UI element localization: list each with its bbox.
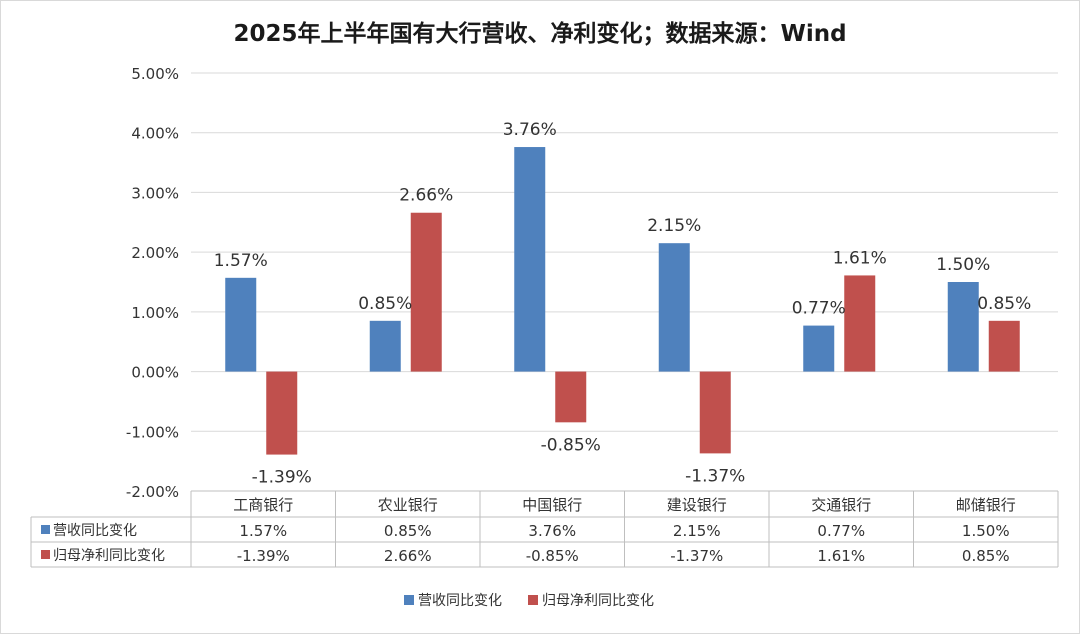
- data-label: 1.57%: [214, 251, 268, 271]
- legend-label: 归母净利同比变化: [542, 592, 654, 609]
- y-tick-label: -2.00%: [126, 483, 179, 501]
- y-tick-label: -1.00%: [126, 423, 179, 441]
- bar: [555, 371, 587, 423]
- y-axis: -2.00% -1.00% 0.00% 1.00% 2.00% 3.00% 4.00% 5.0…: [126, 65, 179, 501]
- table-cell: -0.85%: [526, 547, 579, 565]
- bar: [369, 320, 401, 372]
- y-tick-label: 3.00%: [131, 184, 179, 202]
- data-label: -1.39%: [252, 468, 312, 488]
- data-label: 0.85%: [358, 294, 412, 314]
- legend: 营收同比变化 归母净利同比变化: [404, 592, 654, 609]
- table-series-name: 归母净利同比变化: [53, 547, 165, 564]
- legend-label: 营收同比变化: [418, 593, 502, 609]
- table-cell: 1.50%: [962, 522, 1010, 540]
- data-label: 2.66%: [399, 186, 453, 206]
- y-tick-label: 5.00%: [131, 65, 179, 83]
- x-tick-label: 建设银行: [667, 496, 727, 514]
- data-label: 0.85%: [977, 294, 1031, 314]
- legend-swatch: [528, 595, 538, 605]
- y-tick-label: 4.00%: [131, 125, 179, 143]
- table-cell: 0.77%: [817, 522, 865, 540]
- table-cell: 1.61%: [817, 547, 865, 565]
- bar: [514, 147, 546, 372]
- data-label: -0.85%: [541, 435, 601, 455]
- bar: [699, 371, 731, 454]
- x-tick-label: 邮储银行: [956, 496, 1016, 514]
- bar: [225, 277, 257, 372]
- bar: [947, 282, 979, 372]
- gridlines: [191, 72, 1058, 492]
- table-cell: 0.85%: [384, 522, 432, 540]
- bars: [225, 147, 1020, 455]
- table-cell: 2.15%: [673, 522, 721, 540]
- bar: [844, 275, 876, 372]
- table-legend-swatch: [41, 550, 50, 559]
- data-labels: 1.57% 0.85% 3.76% 2.15% 0.77% 1.50% -1.39% 2.66…: [214, 120, 1032, 488]
- bar: [988, 320, 1020, 372]
- table-cell: -1.39%: [237, 547, 290, 565]
- table-legend-swatch: [41, 525, 50, 534]
- table-cell: 2.66%: [384, 547, 432, 565]
- table-cell: -1.37%: [670, 547, 723, 565]
- legend-swatch: [404, 595, 414, 605]
- bar: [803, 325, 835, 372]
- x-tick-label: 农业银行: [378, 496, 438, 514]
- x-tick-label: 中国银行: [522, 496, 582, 514]
- table-series-name: 营收同比变化: [53, 523, 137, 539]
- bar: [266, 371, 298, 455]
- table-cell: 3.76%: [528, 522, 576, 540]
- chart-title: 2025年上半年国有大行营收、净利变化；数据来源：Wind: [233, 20, 846, 47]
- table-cell: 0.85%: [962, 547, 1010, 565]
- x-tick-label: 交通银行: [811, 496, 871, 514]
- data-label: 0.77%: [792, 299, 846, 319]
- data-label: 3.76%: [503, 120, 557, 140]
- bar: [410, 212, 442, 372]
- bar: [658, 243, 690, 372]
- table-cell: 1.57%: [239, 522, 287, 540]
- x-tick-label: 工商银行: [233, 496, 293, 514]
- data-label: 2.15%: [647, 216, 701, 236]
- y-tick-label: 2.00%: [131, 244, 179, 262]
- y-tick-label: 1.00%: [131, 304, 179, 322]
- y-tick-label: 0.00%: [131, 364, 179, 382]
- data-label: -1.37%: [685, 466, 745, 486]
- data-label: 1.61%: [833, 248, 887, 268]
- data-label: 1.50%: [936, 255, 990, 275]
